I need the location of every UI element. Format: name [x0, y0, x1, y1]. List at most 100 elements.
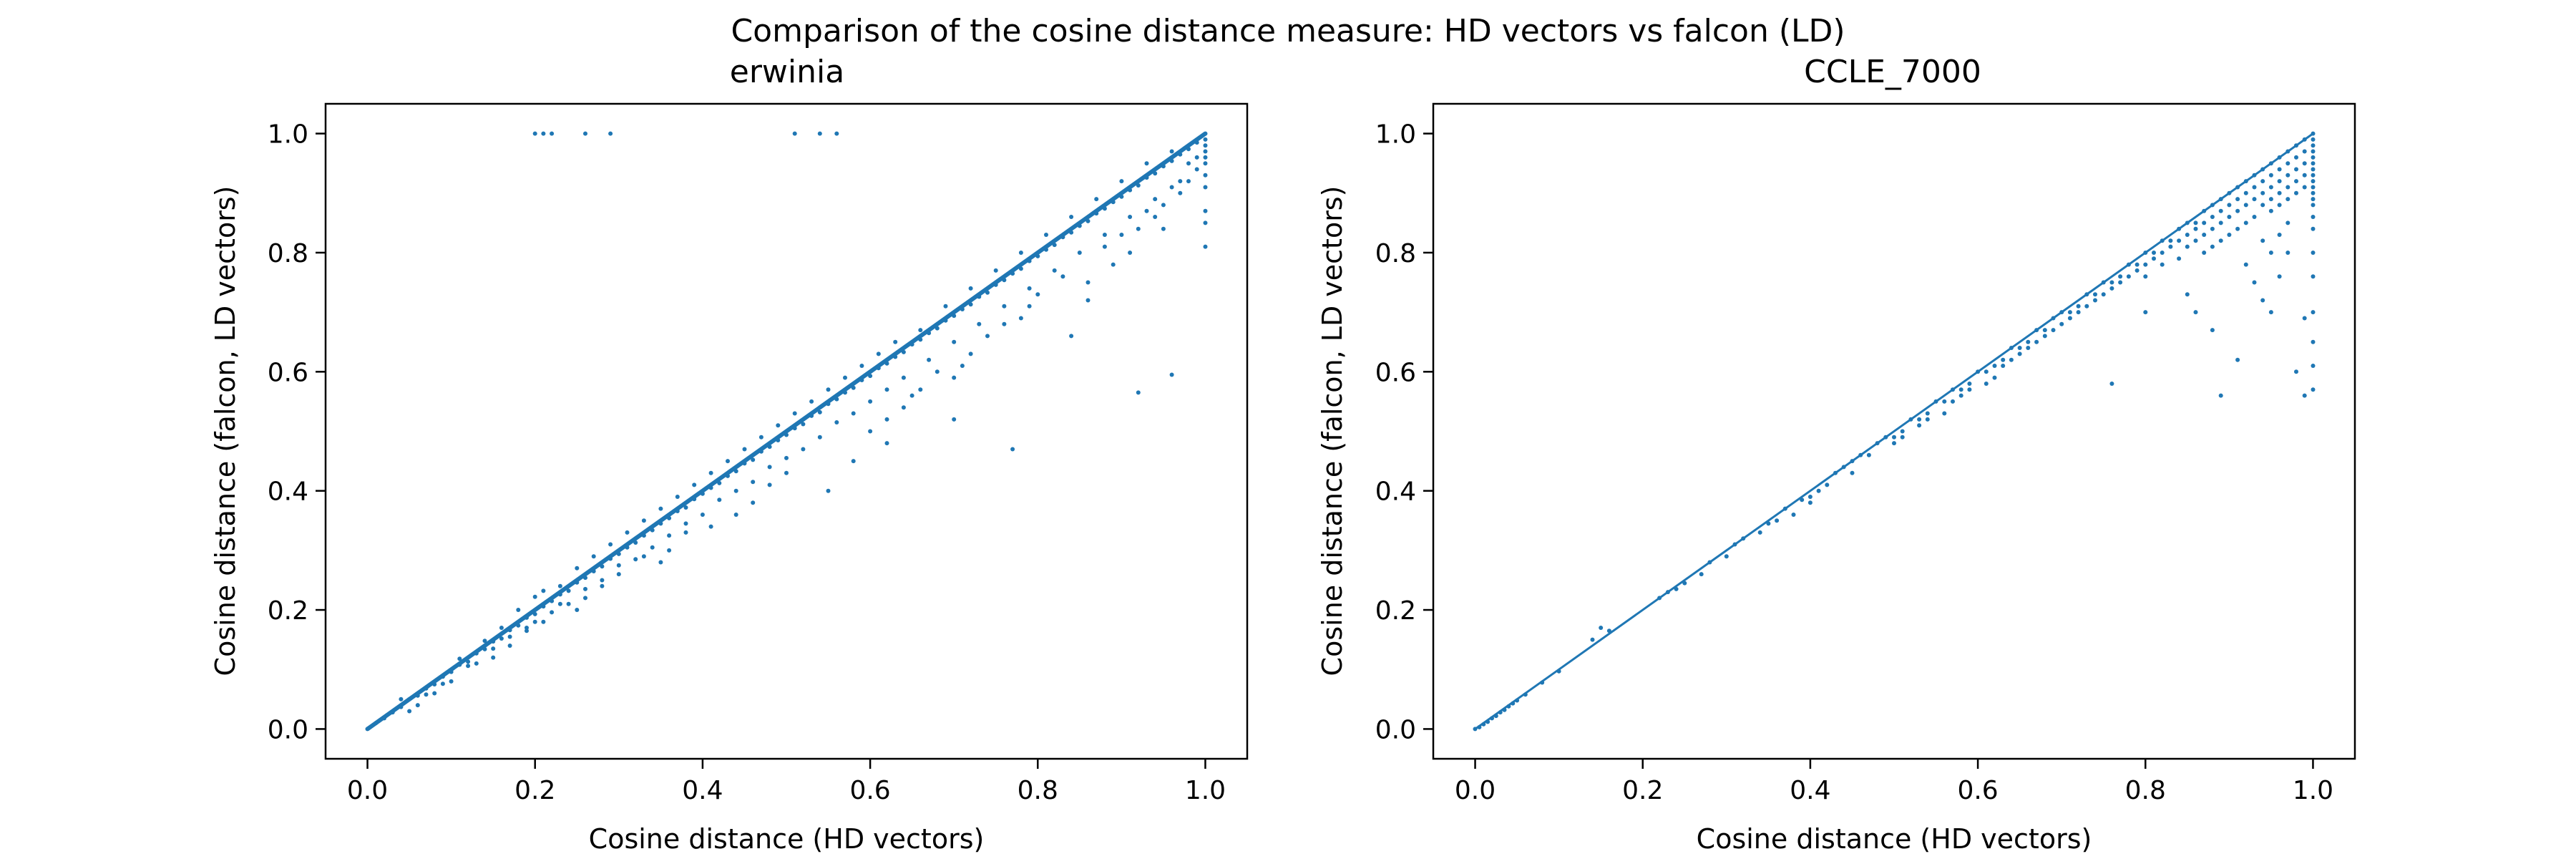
scatter-point: [784, 470, 789, 475]
scatter-point: [2185, 244, 2190, 249]
scatter-point: [440, 681, 445, 686]
scatter-point: [784, 455, 789, 460]
scatter-point: [525, 626, 529, 630]
scatter-point: [708, 485, 713, 490]
y-tick-label: 0.6: [1375, 358, 1416, 387]
scatter-point: [532, 619, 537, 624]
scatter-point: [491, 655, 496, 660]
scatter-point: [918, 337, 923, 342]
scatter-point: [466, 659, 471, 664]
scatter-point: [507, 644, 512, 648]
scatter-point: [751, 457, 756, 462]
scatter-point: [1967, 387, 1972, 392]
scatter-point: [2252, 215, 2257, 219]
scatter-point: [550, 598, 555, 603]
scatter-point: [449, 679, 454, 684]
scatter-point: [1606, 629, 1611, 634]
scatter-point: [1102, 206, 1107, 211]
scatter-point: [2285, 220, 2290, 225]
scatter-point: [1161, 203, 1166, 208]
scatter-point: [1807, 500, 1813, 505]
scatter-point: [1102, 244, 1107, 249]
y-tick-label: 0.2: [1375, 596, 1416, 626]
scatter-point: [2252, 185, 2257, 190]
scatter-point: [641, 518, 646, 523]
scatter-point: [1169, 372, 1174, 377]
scatter-point: [1775, 518, 1780, 523]
x-tick-label: 0.0: [1455, 776, 1496, 805]
scatter-point: [1707, 560, 1712, 565]
scatter-point: [935, 369, 940, 374]
scatter-point: [700, 491, 705, 496]
scatter-point: [843, 390, 847, 395]
x-tick-label: 1.0: [1185, 776, 1226, 805]
scatter-point: [625, 545, 630, 550]
scatter-point: [2152, 251, 2156, 255]
scatter-point: [1136, 183, 1141, 188]
scatter-point: [2109, 280, 2114, 285]
scatter-point: [1203, 131, 1208, 136]
scatter-point: [2311, 167, 2316, 172]
scatter-point: [583, 131, 587, 136]
scatter-point: [1951, 387, 1955, 392]
scatter-point: [2243, 262, 2248, 267]
scatter-point: [541, 131, 546, 136]
scatter-point: [424, 686, 429, 691]
scatter-point: [1732, 542, 1737, 547]
scatter-point: [1493, 714, 1498, 719]
x-axis-label: Cosine distance (HD vectors): [1697, 823, 2092, 855]
scatter-point: [2135, 262, 2140, 267]
scatter-point: [1850, 470, 1855, 475]
scatter-point: [717, 498, 722, 503]
y-tick-label: 0.2: [268, 596, 308, 626]
scatter-point: [1052, 268, 1057, 273]
scatter-point: [2285, 161, 2290, 166]
scatter-point: [1782, 506, 1787, 511]
scatter-point: [927, 357, 932, 362]
scatter-point: [583, 576, 587, 581]
scatter-point: [1060, 235, 1065, 240]
x-tick-label: 0.2: [514, 776, 555, 805]
scatter-point: [399, 704, 404, 709]
scatter-point: [1502, 707, 1507, 712]
scatter-point: [432, 691, 437, 696]
scatter-point: [751, 480, 756, 485]
scatter-point: [650, 545, 655, 550]
scatter-point: [2311, 149, 2316, 154]
scatter-point: [2302, 316, 2307, 321]
scatter-point: [2193, 226, 2198, 231]
scatter-point: [2218, 220, 2223, 225]
scatter-point: [918, 387, 923, 392]
scatter-point: [2302, 137, 2307, 142]
scatter-point: [692, 482, 697, 487]
scatter-point: [566, 588, 571, 593]
scatter-point: [2277, 190, 2282, 195]
scatter-point: [2260, 203, 2265, 208]
scatter-point: [1085, 218, 1091, 223]
scatter-point: [2285, 149, 2290, 154]
y-ticks: 0.0 0.2 0.4 0.6 0.8 1.0: [268, 120, 326, 744]
scatter-point: [851, 459, 856, 464]
figure-title: Comparison of the cosine distance measur…: [731, 13, 1845, 49]
scatter-point: [1194, 140, 1199, 145]
scatter-point: [1018, 266, 1023, 271]
scatter-point: [457, 662, 462, 667]
scatter-point: [616, 563, 621, 568]
scatter-point: [1741, 536, 1746, 541]
scatter-point: [1540, 680, 1545, 685]
scatter-point: [1002, 278, 1007, 283]
scatter-point: [1942, 399, 1947, 404]
scatter-point: [1816, 488, 1821, 493]
scatter-point: [1203, 173, 1208, 178]
scatter-point: [943, 318, 948, 323]
scatter-point: [1128, 251, 1133, 255]
scatter-point: [733, 488, 738, 493]
scatter-point: [2268, 197, 2273, 202]
scatter-point: [415, 703, 420, 708]
scatter-point: [817, 435, 822, 440]
scatter-point: [2311, 364, 2316, 368]
scatter-point: [851, 385, 856, 390]
scatter-point: [2260, 190, 2265, 195]
scatter-point: [2084, 304, 2089, 309]
